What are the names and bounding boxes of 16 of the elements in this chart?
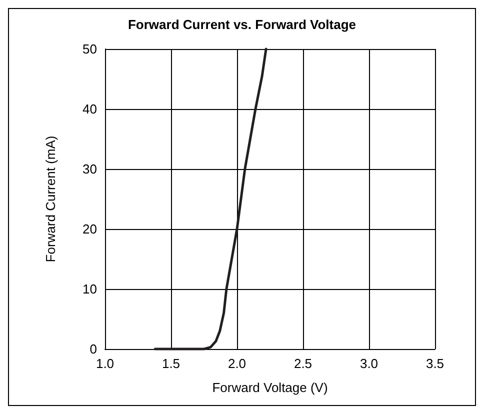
- x-tick-label: 1.5: [162, 356, 180, 371]
- x-tick-label: 3.0: [360, 356, 378, 371]
- line-series: [154, 48, 268, 350]
- y-tick-label: 50: [82, 42, 97, 56]
- y-tick-label: 0: [90, 342, 97, 356]
- x-tick-label: 3.5: [426, 356, 444, 371]
- y-axis-title: Forward Current (mA): [43, 136, 58, 262]
- x-tick-label: 2.0: [228, 356, 246, 371]
- x-tick-label: 2.5: [294, 356, 312, 371]
- x-tick-label: 1.0: [96, 356, 114, 371]
- y-tick-label: 30: [82, 162, 97, 176]
- y-tick-label: 40: [82, 102, 97, 116]
- x-axis-title: Forward Voltage (V): [212, 380, 328, 395]
- y-tick-label: 10: [82, 282, 97, 296]
- chart-title: Forward Current vs. Forward Voltage: [128, 17, 356, 32]
- y-tick-label: 20: [82, 222, 97, 236]
